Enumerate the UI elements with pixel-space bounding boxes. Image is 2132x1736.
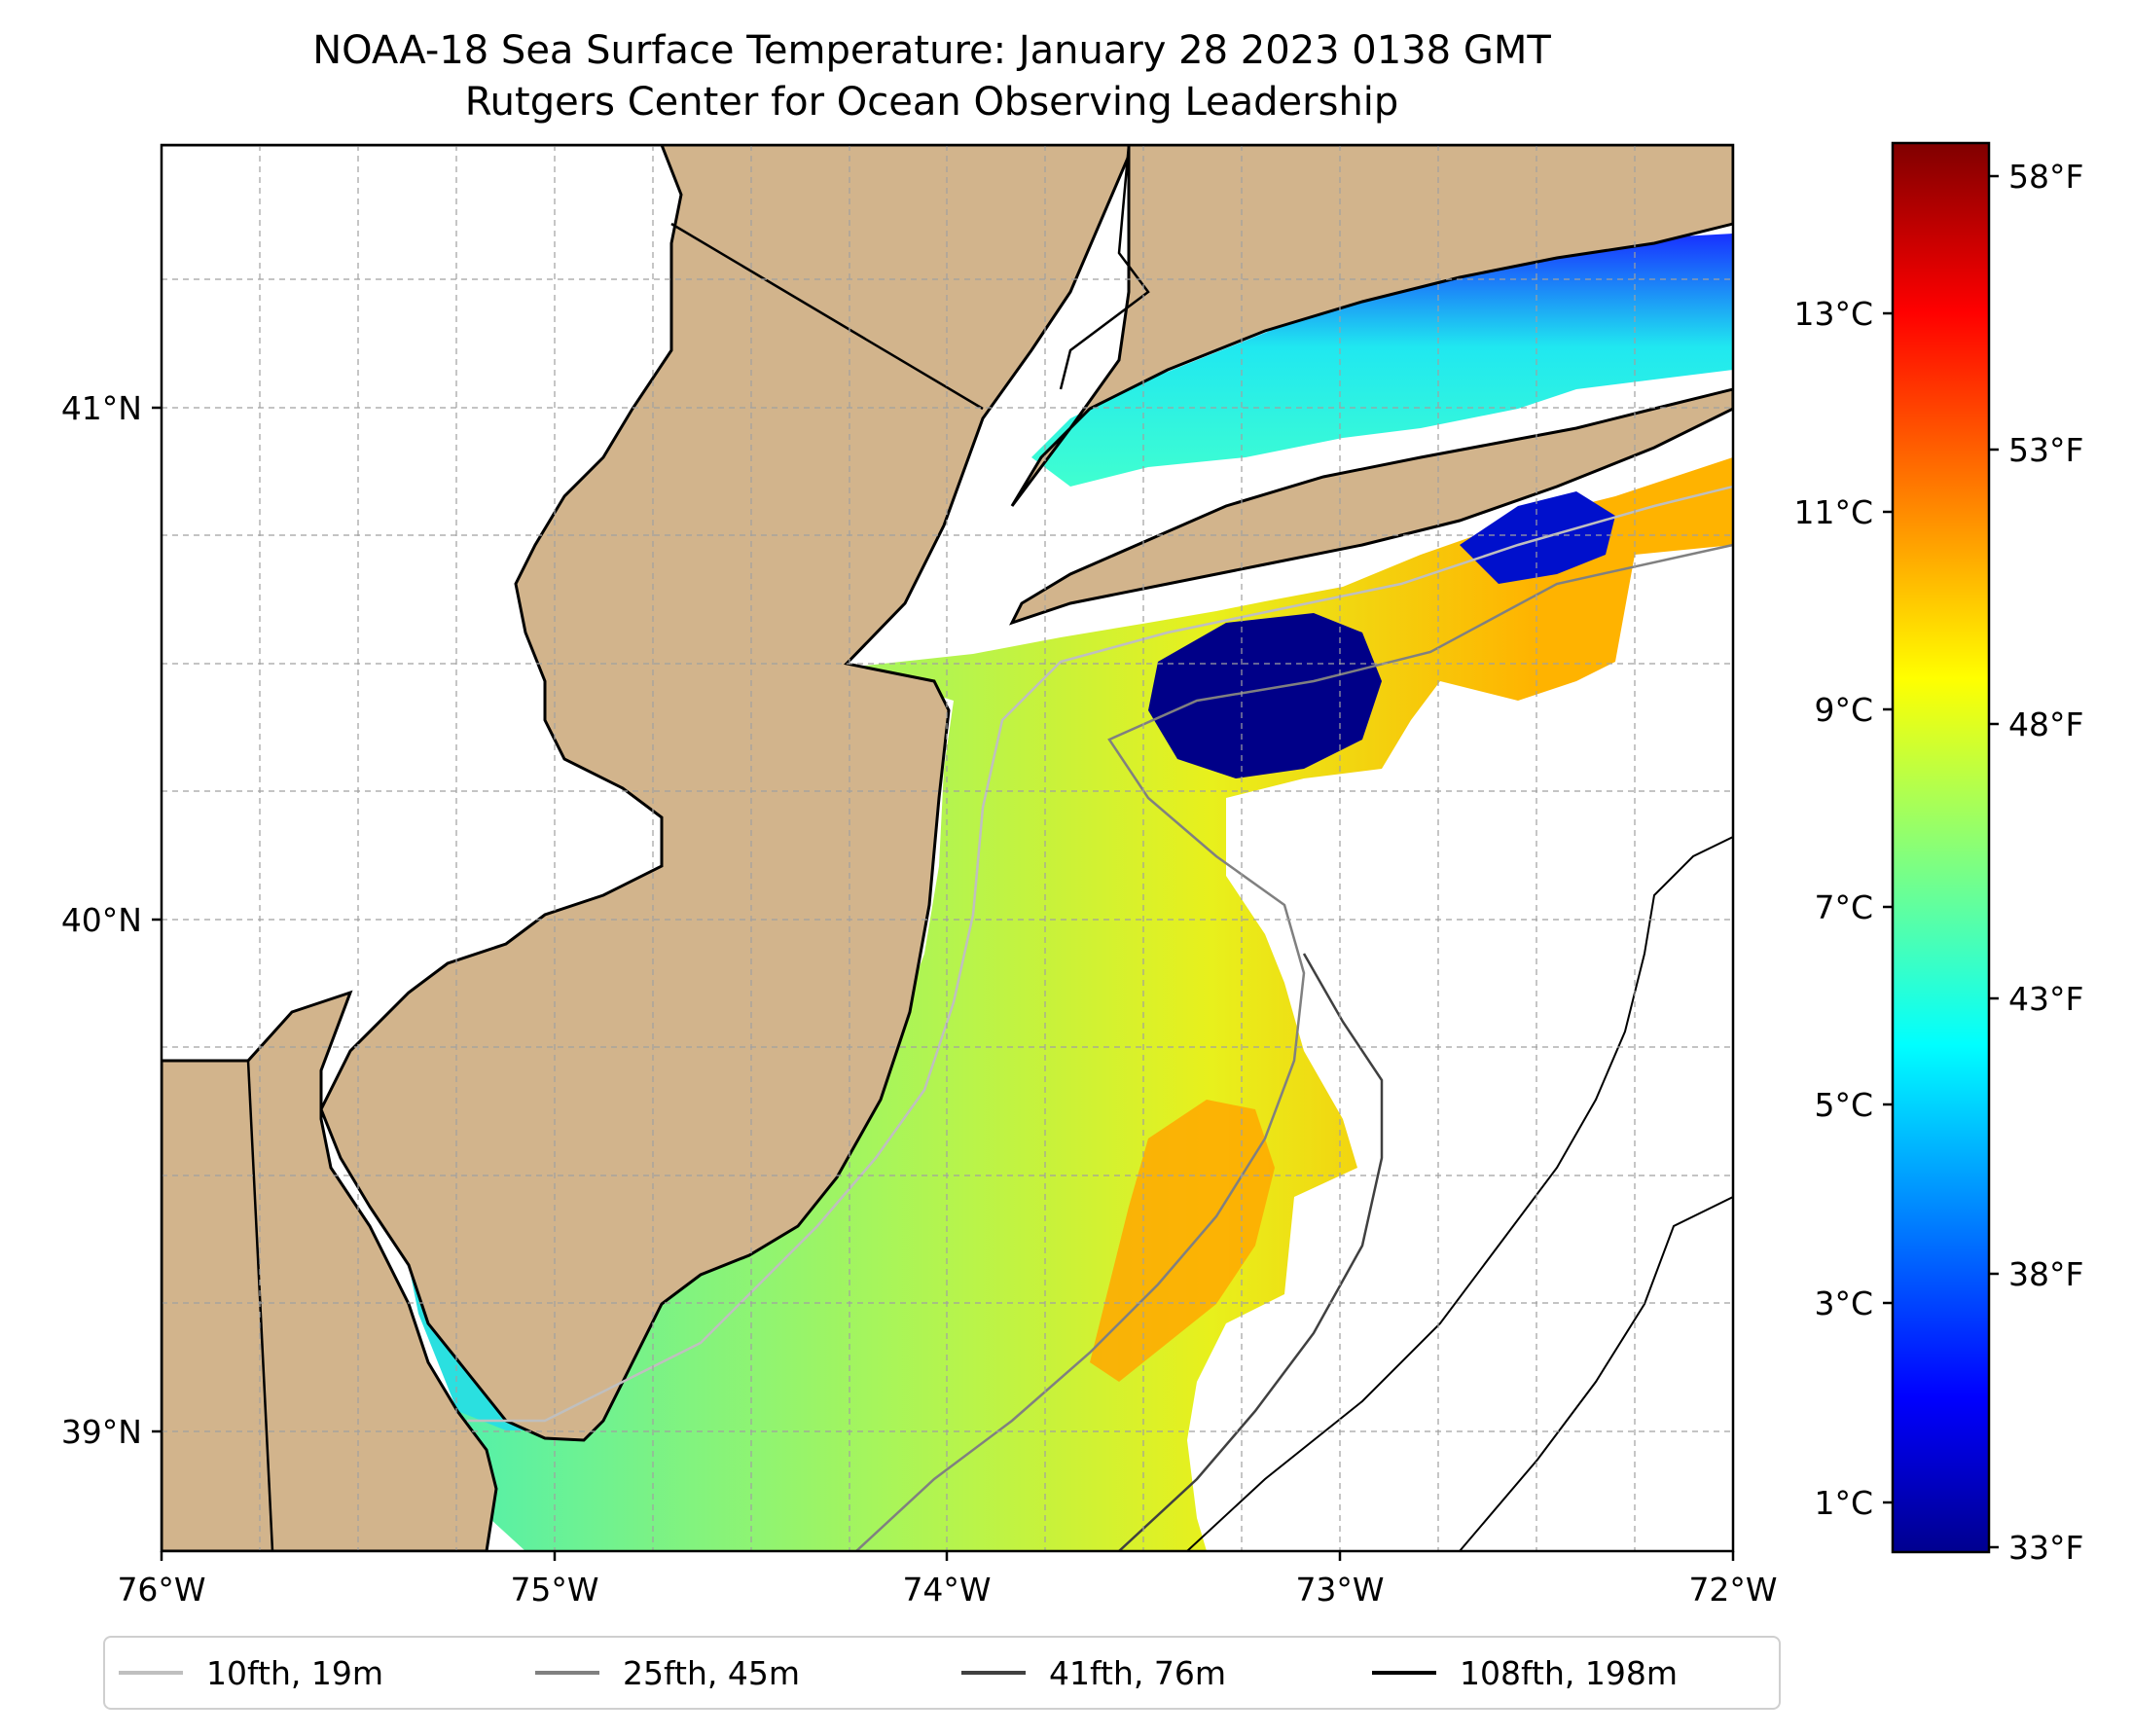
colorbar-fahrenheit-label: 58°F xyxy=(2008,158,2083,196)
sst-coverage-long-island-sound xyxy=(1031,234,1733,487)
cold-water-patch-ny-bight xyxy=(1148,613,1382,778)
colorbar-fahrenheit-ticks xyxy=(1989,174,1999,1549)
warm-water-tongue xyxy=(1090,1100,1275,1382)
colorbar-fahrenheit-label: 43°F xyxy=(2008,980,2083,1018)
isobath-108fth-offshore xyxy=(1459,1196,1733,1551)
y-tick-label: 40°N xyxy=(61,901,142,939)
legend-label: 10fth, 19m xyxy=(206,1653,383,1692)
legend-swatch xyxy=(1372,1671,1436,1675)
sst-coverage-shelf xyxy=(428,457,1733,1551)
colorbar-celsius-label: 3°C xyxy=(1814,1284,1873,1322)
state-border-nj-ny xyxy=(670,222,984,411)
legend-swatch xyxy=(961,1671,1026,1675)
isobath-41fth xyxy=(1118,953,1384,1551)
isobath-25fth xyxy=(855,543,1733,1551)
colorbar-celsius-label: 1°C xyxy=(1814,1484,1873,1522)
map-subtitle: Rutgers Center for Ocean Observing Leade… xyxy=(464,80,1399,125)
colorbar-fahrenheit-label: 48°F xyxy=(2008,705,2083,743)
land-new-jersey-pa-ny xyxy=(162,145,1131,1442)
legend-item-41fth: 41fth, 76m xyxy=(961,1651,1226,1694)
colorbar-celsius-ticks xyxy=(1883,311,1893,1504)
colorbar-celsius-label: 9°C xyxy=(1814,691,1873,729)
x-tick-label: 74°W xyxy=(902,1571,991,1609)
land-long-island xyxy=(1009,387,1733,626)
legend-item-10fth: 10fth, 19m xyxy=(119,1651,383,1694)
legend-item-25fth: 25fth, 45m xyxy=(535,1651,800,1694)
legend-label: 41fth, 76m xyxy=(1049,1653,1226,1692)
colorbar-celsius-label: 11°C xyxy=(1793,493,1873,531)
colorbar-celsius-label: 7°C xyxy=(1814,888,1873,926)
map-title: NOAA-18 Sea Surface Temperature: January… xyxy=(312,28,1551,73)
map-plot-area xyxy=(162,145,1733,1551)
cold-water-patch-long-island xyxy=(1460,491,1615,584)
x-tick-label: 73°W xyxy=(1295,1571,1384,1609)
colorbar-fahrenheit-labels: 33°F 38°F 43°F 48°F 53°F 58°F xyxy=(2008,158,2083,1567)
x-axis-tick-labels: 76°W 75°W 74°W 73°W 72°W xyxy=(117,1571,1777,1609)
y-tick-label: 41°N xyxy=(61,389,142,427)
map-gridlines xyxy=(162,145,1733,1551)
legend-swatch xyxy=(535,1671,599,1675)
y-axis-tick-labels: 41°N 40°N 39°N xyxy=(61,389,142,1451)
colorbar-fahrenheit-label: 38°F xyxy=(2008,1255,2083,1293)
isobath-10fth xyxy=(467,485,1733,1423)
colorbar-celsius-labels: 1°C 3°C 5°C 7°C 9°C 11°C 13°C xyxy=(1793,295,1873,1522)
y-tick-label: 39°N xyxy=(61,1413,142,1451)
x-tick-label: 72°W xyxy=(1688,1571,1777,1609)
isobath-legend: 10fth, 19m 25fth, 45m 41fth, 76m 108fth,… xyxy=(103,1636,1781,1710)
legend-swatch xyxy=(119,1671,183,1675)
legend-label: 108fth, 198m xyxy=(1460,1653,1678,1692)
land-connecticut-rhode-island xyxy=(1010,145,1733,507)
x-tick-label: 75°W xyxy=(510,1571,598,1609)
land-delaware-maryland xyxy=(162,990,498,1551)
colorbar-fahrenheit-label: 33°F xyxy=(2008,1529,2083,1567)
colorbar-celsius-label: 13°C xyxy=(1793,295,1873,333)
colorbar xyxy=(1891,141,1991,1554)
colorbar-celsius-label: 5°C xyxy=(1814,1086,1873,1124)
state-border-ny-ct xyxy=(1059,145,1150,390)
colorbar-fahrenheit-label: 53°F xyxy=(2008,431,2083,469)
axis-tick-marks xyxy=(152,406,1735,1561)
isobath-108fth xyxy=(1186,836,1733,1551)
legend-item-108fth: 108fth, 198m xyxy=(1372,1651,1678,1694)
legend-label: 25fth, 45m xyxy=(623,1653,800,1692)
x-tick-label: 76°W xyxy=(117,1571,205,1609)
